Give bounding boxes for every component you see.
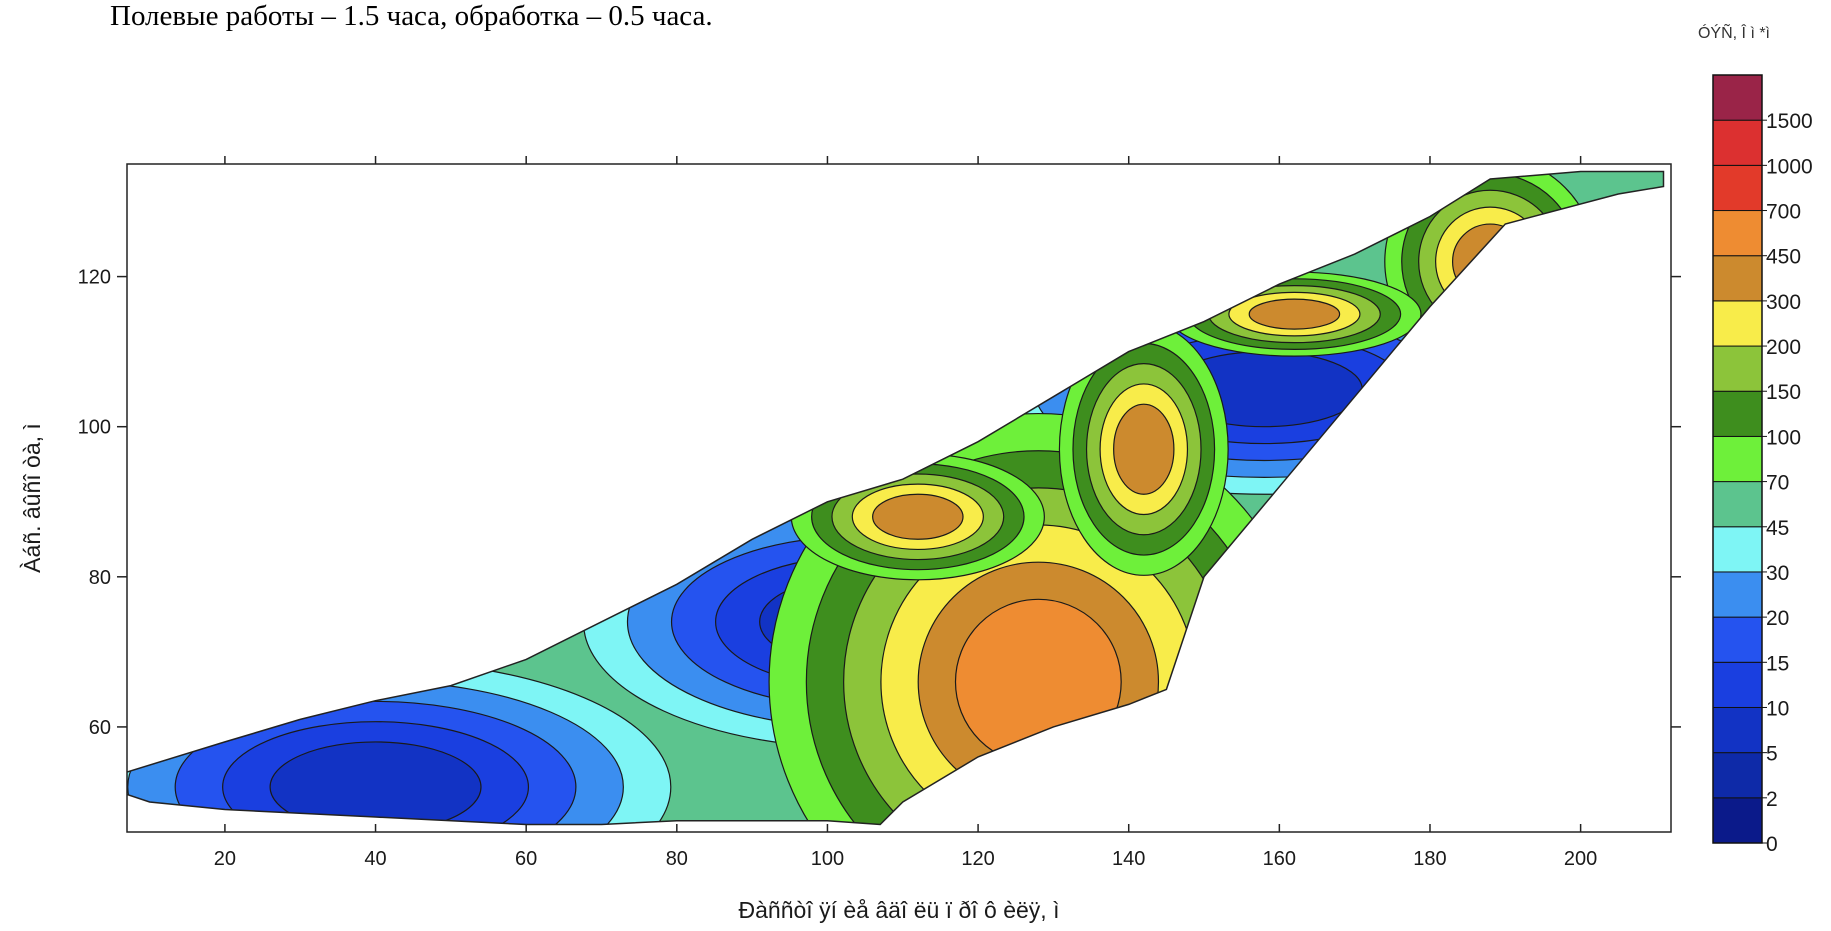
colorbar-swatch (1712, 255, 1763, 302)
colorbar-swatch (1712, 706, 1763, 754)
contour-anomaly-4-ring-1 (1113, 403, 1175, 495)
colorbar-frame (1712, 74, 1763, 844)
x-tick-label: 100 (811, 848, 844, 870)
colorbar-label: 700 (1766, 201, 1801, 224)
colorbar-swatch (1712, 345, 1763, 392)
colorbar-label: 70 (1766, 472, 1789, 495)
colorbar-label: 10 (1766, 697, 1789, 720)
x-tick-label: 200 (1564, 848, 1597, 870)
colorbar-label: 45 (1766, 517, 1789, 540)
contour-anomaly-3-ring-1 (954, 598, 1122, 766)
colorbar-label: 1500 (1766, 110, 1813, 133)
y-tick-label: 80 (89, 567, 111, 589)
colorbar-swatch (1712, 435, 1763, 483)
colorbar-swatch (1712, 752, 1763, 799)
plot-frame (126, 163, 1672, 833)
colorbar-swatch (1712, 119, 1763, 166)
x-tick-label: 160 (1263, 848, 1296, 870)
y-tick-label: 60 (89, 717, 111, 739)
colorbar-label: 30 (1766, 562, 1789, 585)
x-tick-label: 80 (666, 848, 688, 870)
contour-anomaly-5-ring-1 (1451, 223, 1529, 300)
colorbar-label: 0 (1766, 833, 1778, 856)
colorbar-swatch (1712, 481, 1763, 528)
colorbar-swatch (1712, 74, 1763, 121)
y-tick-label: 100 (78, 417, 111, 439)
caption-text: Полевые работы – 1.5 часа, обработка – 0… (110, 0, 713, 32)
colorbar-swatch (1712, 616, 1763, 663)
colorbar-swatch (1712, 300, 1763, 347)
colorbar-label: 15 (1766, 652, 1789, 675)
contour-anomaly-6-ring-1 (872, 493, 964, 540)
colorbar-label: 300 (1766, 291, 1801, 314)
colorbar-swatch (1712, 210, 1763, 257)
y-axis-title: Àáñ. âûñî òà, ì (19, 423, 45, 573)
colorbar-label: 2 (1766, 788, 1778, 811)
colorbar: 0 2 5 10 15 20 30 45 70 100 150 200 300 450 700 1000 150… (1712, 74, 1813, 856)
x-tick-label: 40 (364, 848, 386, 870)
colorbar-swatch (1712, 390, 1763, 437)
colorbar-label: 1000 (1766, 155, 1813, 178)
colorbar-swatch (1712, 797, 1763, 844)
colorbar-swatch (1712, 661, 1763, 708)
colorbar-swatch (1712, 164, 1763, 212)
x-axis-title: Ðàññòî ÿí èå âäî ëü ï ðî ô èëÿ, ì (739, 897, 1060, 923)
y-tick-label: 120 (78, 267, 111, 289)
x-tick-label: 20 (214, 848, 236, 870)
x-tick-label: 120 (961, 848, 994, 870)
colorbar-label: 450 (1766, 246, 1801, 269)
x-tick-label: 140 (1112, 848, 1145, 870)
colorbar-label: 150 (1766, 381, 1801, 404)
colorbar-label: 20 (1766, 607, 1789, 630)
colorbar-label: 200 (1766, 336, 1801, 359)
contour-anomaly-0-ring-1 (269, 741, 482, 825)
x-tick-label: 60 (515, 848, 537, 870)
contour-anomaly-7-ring-1 (1248, 298, 1341, 330)
section-outline (127, 170, 1665, 826)
colorbar-title: ÓÝÑ, Î ì *ì (1698, 22, 1770, 42)
colorbar-swatch (1712, 571, 1763, 618)
colorbar-label: 5 (1766, 743, 1778, 766)
colorbar-label: 100 (1766, 426, 1801, 449)
colorbar-swatch (1712, 526, 1763, 573)
x-tick-label: 180 (1413, 848, 1446, 870)
